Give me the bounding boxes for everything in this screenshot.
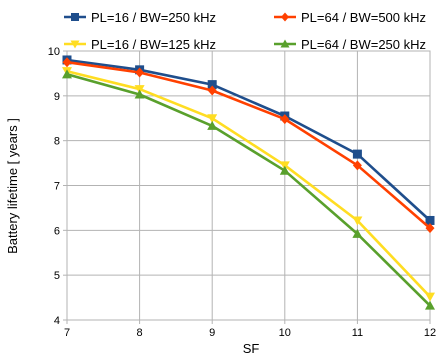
x-tick-label: 8 bbox=[137, 327, 143, 339]
data-point-triangle bbox=[207, 120, 218, 130]
series-4 bbox=[62, 69, 435, 310]
x-tick-label: 11 bbox=[352, 327, 363, 339]
x-axis-title: SF bbox=[243, 341, 260, 356]
data-point-square bbox=[71, 13, 79, 21]
legend-label: PL=64 / BW=500 kHz bbox=[301, 10, 426, 25]
y-tick-label: 10 bbox=[48, 46, 60, 58]
series-line bbox=[66, 73, 431, 307]
plot-area-border bbox=[66, 50, 431, 321]
data-point-diamond bbox=[281, 12, 289, 22]
legend-entry: PL=64 / BW=250 kHz bbox=[274, 37, 426, 52]
y-tick-label: 8 bbox=[54, 136, 60, 148]
data-point-triangle bbox=[62, 69, 72, 79]
legend-entry: PL=64 / BW=500 kHz bbox=[274, 10, 426, 25]
series-line bbox=[66, 58, 431, 222]
data-point-diamond bbox=[62, 57, 72, 68]
x-tick-labels: 7 8 9 10 11 12 bbox=[64, 327, 436, 339]
x-tick-label: 12 bbox=[424, 327, 436, 339]
data-point-triangle bbox=[279, 165, 290, 175]
legend-label: PL=64 / BW=250 kHz bbox=[301, 37, 426, 52]
data-point-square bbox=[207, 80, 217, 90]
series-2 bbox=[62, 57, 435, 234]
data-point-triangle bbox=[207, 114, 218, 124]
series-line bbox=[66, 69, 431, 298]
data-point-diamond bbox=[280, 114, 290, 125]
data-point-square bbox=[352, 149, 362, 159]
data-point-triangle bbox=[352, 228, 363, 238]
y-tick-label: 9 bbox=[54, 91, 60, 103]
x-tick-label: 10 bbox=[279, 327, 291, 339]
data-point-diamond bbox=[425, 223, 435, 234]
x-tick-label: 7 bbox=[64, 327, 70, 339]
y-tick-label: 5 bbox=[54, 270, 60, 282]
data-point-triangle bbox=[70, 40, 80, 49]
data-point-triangle bbox=[352, 216, 363, 226]
x-tick-label: 9 bbox=[209, 327, 215, 339]
legend-entry: PL=16 / BW=250 kHz bbox=[64, 10, 216, 25]
legend-label: PL=16 / BW=125 kHz bbox=[91, 37, 216, 52]
y-tick-label: 6 bbox=[54, 225, 60, 237]
y-axis-title: Battery lifetime [ years ] bbox=[5, 118, 20, 254]
axes bbox=[63, 50, 431, 324]
legend-entry: PL=16 / BW=125 kHz bbox=[64, 37, 216, 52]
data-point-diamond bbox=[135, 67, 145, 78]
data-point-triangle bbox=[280, 39, 290, 48]
y-tick-label: 4 bbox=[54, 315, 60, 327]
data-point-diamond bbox=[352, 160, 362, 171]
data-point-square bbox=[425, 215, 435, 225]
legend: PL=16 / BW=250 kHz PL=64 / BW=500 kHz PL=1… bbox=[64, 10, 426, 52]
series-line bbox=[66, 60, 431, 230]
y-tick-labels: 4 5 6 7 8 9 10 bbox=[48, 46, 60, 327]
data-point-triangle bbox=[425, 300, 435, 310]
grid-lines bbox=[66, 50, 431, 321]
data-point-triangle bbox=[134, 89, 145, 99]
data-series bbox=[62, 55, 435, 310]
legend-label: PL=16 / BW=250 kHz bbox=[91, 10, 216, 25]
y-tick-label: 7 bbox=[54, 181, 60, 193]
data-point-diamond bbox=[207, 85, 217, 96]
data-point-triangle bbox=[425, 292, 435, 302]
